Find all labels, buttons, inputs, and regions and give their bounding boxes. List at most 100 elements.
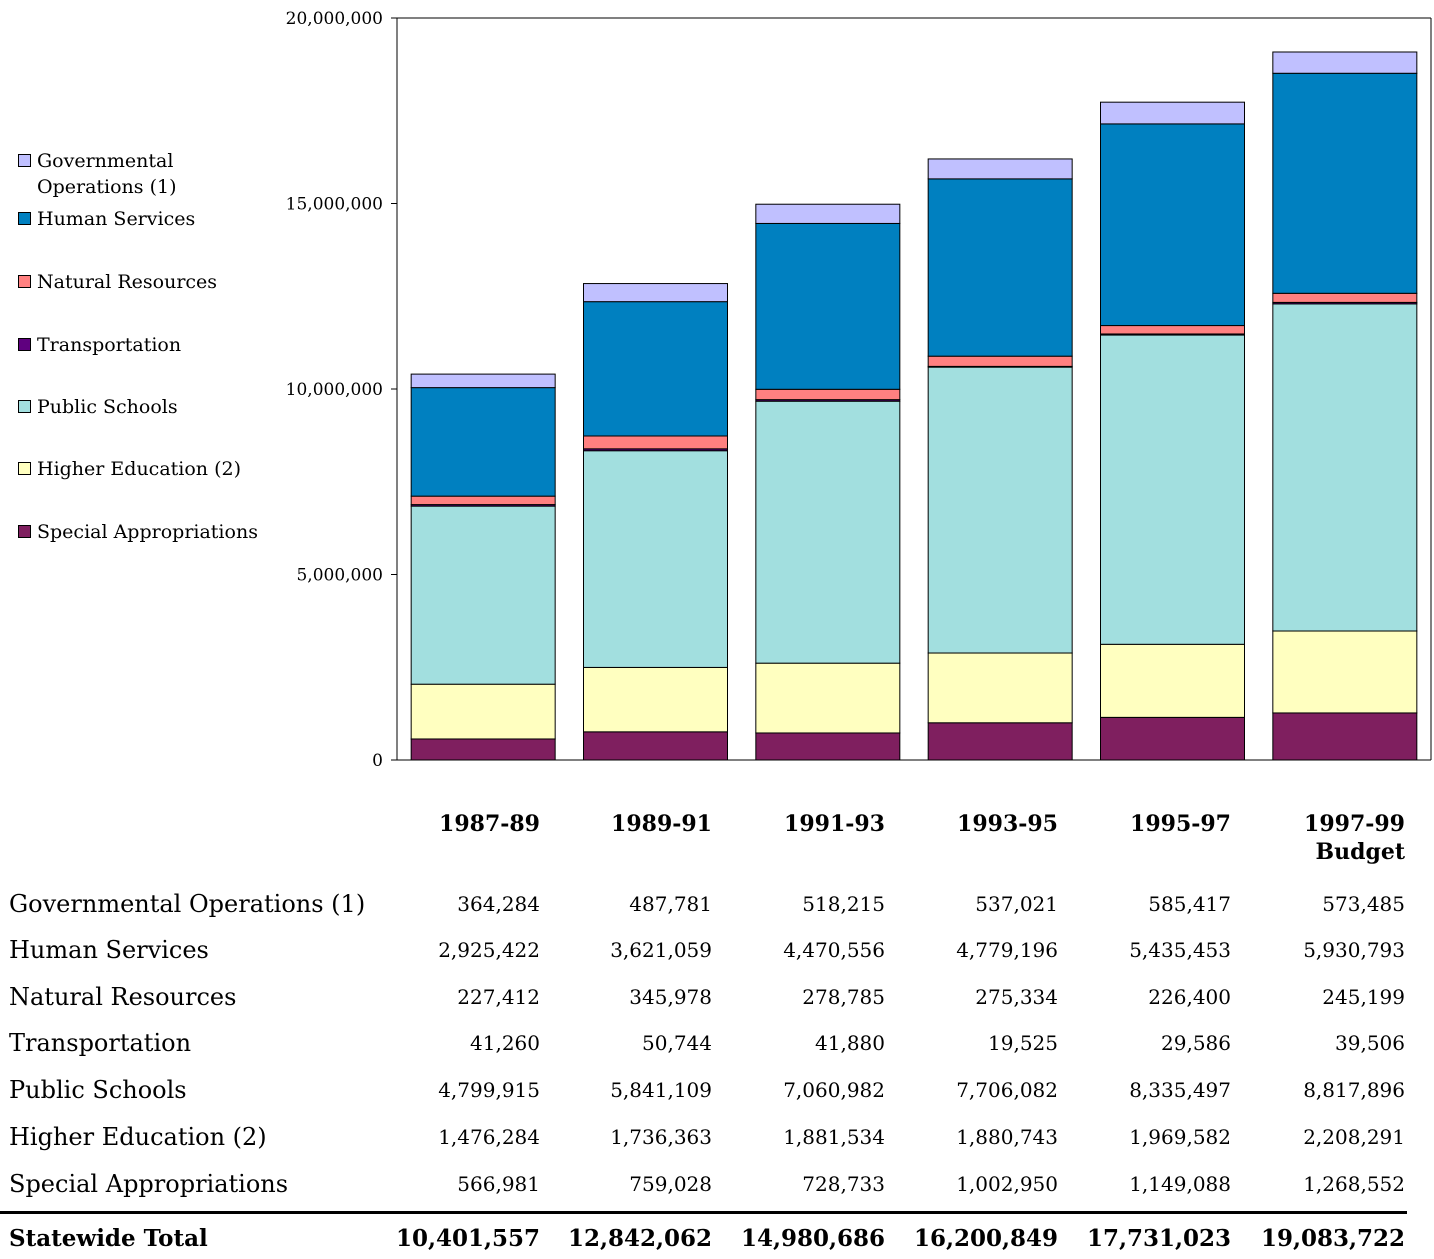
table-cell: 19,083,722 — [1260, 1225, 1405, 1252]
legend-swatch — [18, 525, 31, 538]
bar-segment — [583, 301, 728, 437]
table-cell: 4,799,915 — [438, 1078, 540, 1102]
table-cell: 29,586 — [1161, 1031, 1231, 1055]
table-cell: 226,400 — [1148, 985, 1231, 1009]
table-cell: 1,002,950 — [956, 1172, 1058, 1196]
bar-segment — [1100, 334, 1245, 645]
table-row: Transportation 41,260 50,744 41,880 19,525 29… — [0, 1023, 1434, 1063]
stacked-bar-chart: 0 5,000,000 10,000,000 15,000,000 20,000,000 — [286, 9, 1432, 771]
bar-segment — [410, 683, 556, 740]
legend-item: Natural Resources — [18, 269, 278, 295]
table-row: Governmental Operations (1) 364,284 487,78… — [0, 884, 1434, 924]
table-cell: 759,028 — [629, 1172, 712, 1196]
legend-label: Higher Education (2) — [37, 458, 241, 480]
table-cell: 2,208,291 — [1303, 1125, 1405, 1149]
table-cell: 278,785 — [802, 985, 885, 1009]
table-cell: 345,978 — [629, 985, 712, 1009]
table-cell: 4,470,556 — [783, 938, 885, 962]
category-header: 1991-93 — [784, 811, 885, 837]
table-row: Special Appropriations 566,981 759,028 728,… — [0, 1164, 1434, 1204]
table-cell: 5,930,793 — [1303, 938, 1405, 962]
table-row: Human Services 2,925,422 3,621,059 4,470,55… — [0, 930, 1434, 970]
bar-segment — [410, 495, 556, 506]
legend-item: Public Schools — [18, 394, 278, 420]
legend-swatch — [18, 462, 31, 475]
table-cell: 7,060,982 — [783, 1078, 885, 1102]
legend-item: Human Services — [18, 206, 278, 232]
bar-segment — [1272, 51, 1418, 74]
category-header: 1993-95 — [957, 811, 1058, 837]
table-cell: 3,621,059 — [610, 938, 712, 962]
table-cell: 487,781 — [629, 892, 712, 916]
table-cell: 8,817,896 — [1303, 1078, 1405, 1102]
table-cell: 5,435,453 — [1129, 938, 1231, 962]
row-label: Transportation — [9, 1029, 192, 1057]
y-tick-label: 0 — [372, 751, 383, 771]
category-header: 1987-89 — [439, 811, 540, 837]
legend-item: Transportation — [18, 332, 278, 358]
bar-segment — [755, 388, 901, 401]
bar-segment — [755, 222, 901, 390]
table-cell: 8,335,497 — [1129, 1078, 1231, 1102]
category-header: 1995-97 — [1130, 811, 1231, 837]
bar-segment — [1100, 101, 1245, 125]
table-cell: 537,021 — [975, 892, 1058, 916]
table-cell: 7,706,082 — [956, 1078, 1058, 1102]
bar-segment — [1100, 123, 1245, 327]
table-cell: 1,476,284 — [438, 1125, 540, 1149]
bar-segment — [927, 652, 1073, 724]
table-cell: 16,200,849 — [913, 1225, 1058, 1252]
y-tick-label: 5,000,000 — [296, 566, 383, 586]
bar-segment — [583, 283, 728, 303]
y-tick-label: 10,000,000 — [286, 380, 383, 400]
row-label: Governmental Operations (1) — [9, 890, 366, 918]
table-cell: 227,412 — [457, 985, 540, 1009]
table-cell: 1,880,743 — [956, 1125, 1058, 1149]
bar-segment — [1272, 712, 1418, 761]
row-label: Human Services — [9, 936, 209, 964]
row-label: Statewide Total — [9, 1225, 208, 1252]
legend-label: Natural Resources — [37, 271, 218, 293]
bar-segment — [927, 158, 1073, 180]
row-label: Special Appropriations — [9, 1170, 289, 1198]
table-cell: 39,506 — [1335, 1031, 1405, 1055]
bar-segment — [410, 387, 556, 497]
legend-swatch — [18, 212, 31, 225]
bar-segment — [927, 355, 1073, 367]
bar-segment — [583, 731, 728, 761]
bar-segment — [1272, 630, 1418, 714]
bar-segment — [410, 373, 556, 389]
bar-segment — [1100, 716, 1245, 761]
category-header: 1997-99 Budget — [1304, 811, 1405, 865]
table-cell: 1,969,582 — [1129, 1125, 1231, 1149]
legend-item: Higher Education (2) — [18, 456, 278, 482]
table-cell: 41,260 — [470, 1031, 540, 1055]
y-tick-label: 15,000,000 — [286, 195, 383, 215]
table-cell: 17,731,023 — [1086, 1225, 1231, 1252]
legend-label: Transportation — [37, 334, 182, 356]
bar-segment — [927, 722, 1073, 761]
legend-label: Governmental Operations (1) — [37, 150, 177, 198]
total-row: Statewide Total 10,401,557 12,842,062 14,98… — [0, 1219, 1434, 1259]
bar-segment — [1100, 325, 1245, 335]
table-cell: 1,268,552 — [1303, 1172, 1405, 1196]
table-cell: 1,881,534 — [783, 1125, 885, 1149]
legend-label: Special Appropriations — [37, 521, 258, 543]
table-cell: 5,841,109 — [610, 1078, 712, 1102]
bar-segment — [755, 662, 901, 734]
bar-segment — [583, 435, 728, 450]
legend-label: Public Schools — [37, 396, 178, 418]
table-cell: 4,779,196 — [956, 938, 1058, 962]
bar-segment — [1272, 292, 1418, 303]
table-cell: 2,925,422 — [438, 938, 540, 962]
table-cell: 14,980,686 — [740, 1225, 885, 1252]
bar-segment — [755, 203, 901, 224]
bar-segment — [1272, 72, 1418, 294]
y-tick-label: 20,000,000 — [286, 9, 383, 29]
table-row: Higher Education (2) 1,476,284 1,736,363 1,… — [0, 1117, 1434, 1157]
row-label: Natural Resources — [9, 983, 237, 1011]
bar-segment — [927, 366, 1073, 654]
bar-segment — [583, 666, 728, 733]
table-row: Natural Resources 227,412 345,978 278,785 27… — [0, 977, 1434, 1017]
bar-segment — [927, 178, 1073, 357]
